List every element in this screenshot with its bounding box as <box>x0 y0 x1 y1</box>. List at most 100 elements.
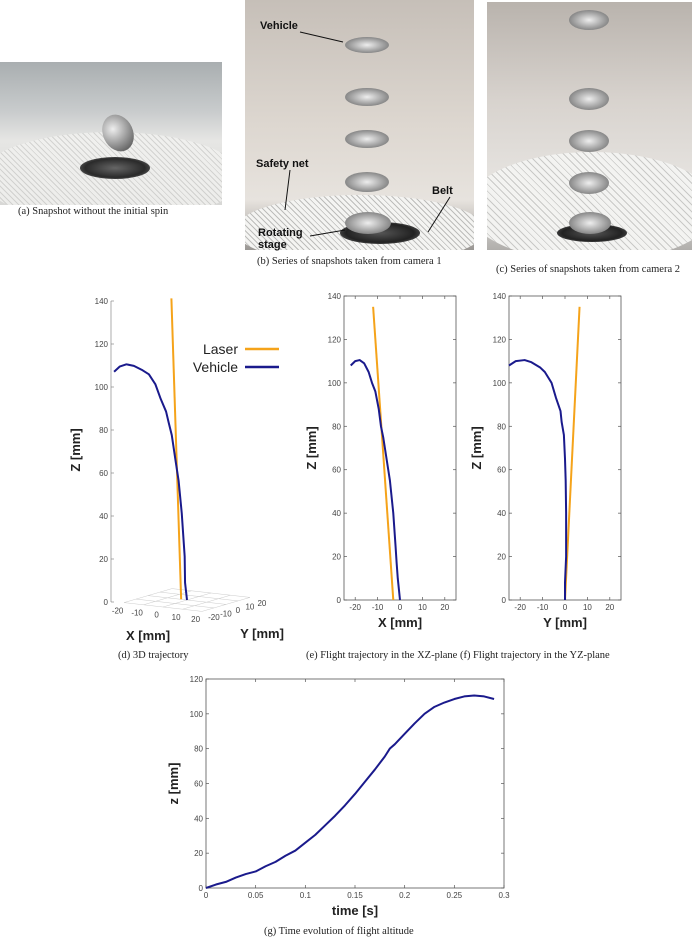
caption-c: (c) Series of snapshots taken from camer… <box>496 264 680 275</box>
y-tick-label: 0 <box>236 606 241 615</box>
y-tick-label: 40 <box>194 814 203 823</box>
x-tick-label: -20 <box>112 606 124 615</box>
x-tick-label: 10 <box>418 603 427 612</box>
x-tick-label: 0.15 <box>347 891 363 900</box>
y-tick-label: 100 <box>328 379 342 388</box>
y-tick-label: 80 <box>194 745 203 754</box>
y-axis-label: Z [mm] <box>304 426 319 469</box>
x-tick-label: 0.25 <box>447 891 463 900</box>
photo-camera-2-series <box>487 2 692 250</box>
y-tick-label: 120 <box>190 675 204 684</box>
vehicle-snapshot <box>569 130 609 152</box>
z-tick-label: 140 <box>95 297 109 306</box>
x-tick-label: -10 <box>372 603 384 612</box>
y-tick-label: 100 <box>493 379 507 388</box>
y-tick-label: 10 <box>245 602 254 611</box>
z-axis-label: Z [mm] <box>68 428 83 471</box>
legend-label-laser: Laser <box>203 341 238 357</box>
y-tick-label: -20 <box>208 613 220 622</box>
series-line-laser <box>564 306 581 601</box>
photo-camera-1-series <box>245 0 474 250</box>
vehicle-snapshot <box>345 130 389 148</box>
x-axis-label: X [mm] <box>378 615 422 630</box>
y-tick-label: 20 <box>257 599 266 608</box>
y-axis-label: Z [mm] <box>469 426 484 469</box>
y-tick-label: 60 <box>194 780 203 789</box>
series-line-vehicle <box>508 359 568 600</box>
vehicle-snapshot <box>345 212 391 234</box>
y-tick-label: 40 <box>497 509 506 518</box>
x-tick-label: 0 <box>563 603 568 612</box>
x-tick-label: -10 <box>537 603 549 612</box>
x-tick-label: 20 <box>191 615 200 624</box>
caption-a: (a) Snapshot without the initial spin <box>18 206 169 217</box>
plot-frame <box>343 295 457 601</box>
vehicle-snapshot <box>569 88 609 110</box>
z-tick-label: 80 <box>99 426 108 435</box>
y-tick-label: 100 <box>190 710 204 719</box>
caption-ef: (e) Flight trajectory in the XZ-plane (f… <box>306 650 610 661</box>
x-tick-label: 20 <box>605 603 614 612</box>
x-tick-label: 0 <box>154 611 159 620</box>
caption-b: (b) Series of snapshots taken from camer… <box>257 256 442 267</box>
series-line-vehicle <box>205 694 495 889</box>
legend-label-vehicle: Vehicle <box>193 359 238 375</box>
y-tick-label: 60 <box>332 466 341 475</box>
vehicle-snapshot <box>569 10 609 30</box>
x-tick-label: 0.3 <box>498 891 510 900</box>
z-tick-label: 40 <box>99 512 108 521</box>
y-tick-label: 60 <box>497 466 506 475</box>
rotating-stage <box>80 157 150 179</box>
y-tick-label: 20 <box>497 553 506 562</box>
vehicle-snapshot <box>345 88 389 106</box>
series-line-laser <box>170 298 183 600</box>
y-tick-label: 20 <box>194 849 203 858</box>
series-line-vehicle <box>350 359 401 601</box>
y-tick-label: 20 <box>332 553 341 562</box>
y-tick-label: 120 <box>328 335 342 344</box>
plot-frame <box>205 678 505 889</box>
annotation-arrows <box>284 31 451 237</box>
x-tick-label: 0 <box>204 891 209 900</box>
x-tick-label: 20 <box>440 603 449 612</box>
x-tick-label: -20 <box>514 603 526 612</box>
y-axis-label: z [mm] <box>166 763 181 805</box>
floor-grid-line <box>135 598 215 609</box>
chart-f: -20 -10 0 10 20 0 20 40 60 80 100 120 140 Y [mm] Z [mm… <box>469 292 622 630</box>
annotation-vehicle: Vehicle <box>260 20 298 32</box>
photo-snapshot-no-spin <box>0 62 222 205</box>
caption-d: (d) 3D trajectory <box>118 650 189 661</box>
series-line-laser <box>372 306 395 601</box>
y-tick-label: 0 <box>337 596 342 605</box>
y-tick-label: 0 <box>199 884 204 893</box>
vehicle-snapshot <box>345 172 389 192</box>
y-tick-label: 140 <box>328 292 342 301</box>
floor-grid-line <box>123 602 203 612</box>
x-tick-label: -10 <box>131 609 143 618</box>
y-tick-label: 120 <box>493 335 507 344</box>
y-tick-label: 80 <box>332 422 341 431</box>
x-tick-label: 10 <box>583 603 592 612</box>
x-tick-label: 0 <box>398 603 403 612</box>
y-axis-label: Y [mm] <box>240 626 284 641</box>
x-tick-label: -20 <box>349 603 361 612</box>
x-axis-label: Y [mm] <box>543 615 587 630</box>
y-tick-label: -10 <box>220 609 232 618</box>
z-tick-label: 120 <box>95 340 109 349</box>
annotation-rotating-stage: Rotating stage <box>258 227 303 251</box>
annotation-safety-net: Safety net <box>256 158 309 170</box>
y-tick-label: 0 <box>502 596 507 605</box>
y-tick-label: 80 <box>497 422 506 431</box>
floor-grid-line <box>159 591 239 602</box>
vehicle-snapshot <box>345 37 389 53</box>
annotation-belt: Belt <box>432 185 453 197</box>
z-tick-label: 20 <box>99 555 108 564</box>
y-tick-label: 140 <box>493 292 507 301</box>
z-tick-label: 100 <box>95 383 109 392</box>
x-tick-label: 0.1 <box>300 891 312 900</box>
vehicle-snapshot <box>569 172 609 194</box>
chart-g: 0 0.05 0.1 0.15 0.2 0.25 0.3 0 20 40 60 80 100 120 tim… <box>166 675 510 918</box>
z-tick-label: 0 <box>104 598 109 607</box>
